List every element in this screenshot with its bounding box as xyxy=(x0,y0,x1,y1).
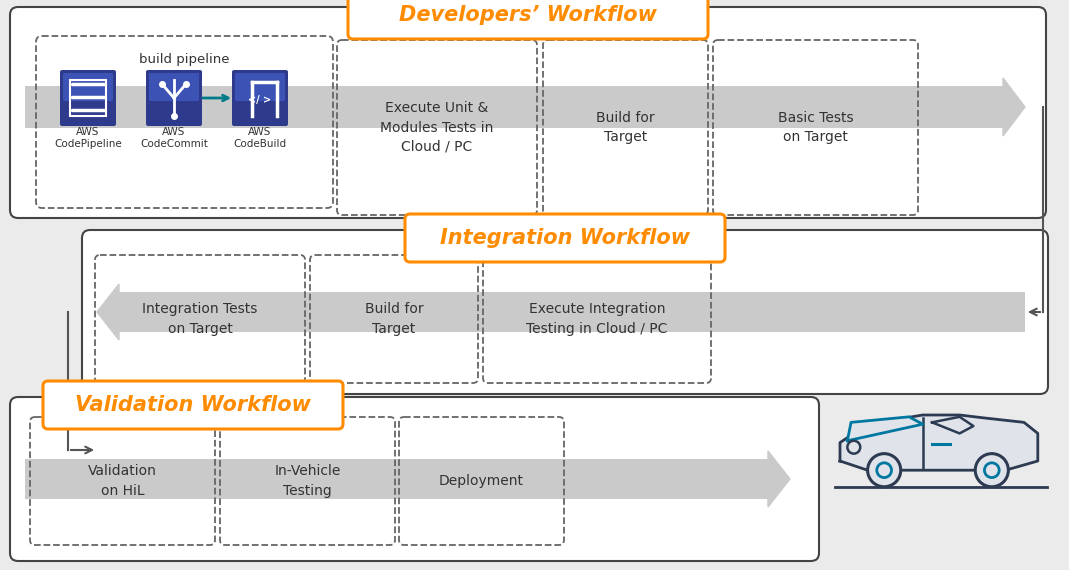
Text: Integration Workflow: Integration Workflow xyxy=(440,228,690,248)
FancyBboxPatch shape xyxy=(235,73,285,101)
Text: Integration Tests
on Target: Integration Tests on Target xyxy=(142,302,258,336)
Text: In-Vehicle
Testing: In-Vehicle Testing xyxy=(275,464,341,498)
Bar xyxy=(119,292,1025,332)
Circle shape xyxy=(975,454,1008,487)
Bar xyxy=(69,80,106,116)
Circle shape xyxy=(868,454,901,487)
Text: Build for
Target: Build for Target xyxy=(365,302,423,336)
FancyBboxPatch shape xyxy=(43,381,343,429)
Text: build pipeline: build pipeline xyxy=(139,54,230,67)
FancyBboxPatch shape xyxy=(10,397,819,561)
FancyBboxPatch shape xyxy=(348,0,708,39)
Circle shape xyxy=(848,441,861,454)
FancyBboxPatch shape xyxy=(149,73,199,101)
Text: Deployment: Deployment xyxy=(439,474,524,488)
Circle shape xyxy=(877,463,892,478)
Bar xyxy=(25,459,768,499)
Circle shape xyxy=(985,463,1000,478)
Text: AWS
CodeBuild: AWS CodeBuild xyxy=(233,127,286,149)
Text: AWS
CodePipeline: AWS CodePipeline xyxy=(55,127,122,149)
FancyBboxPatch shape xyxy=(63,73,113,101)
Text: Validation Workflow: Validation Workflow xyxy=(75,395,311,415)
Polygon shape xyxy=(97,284,119,340)
FancyBboxPatch shape xyxy=(10,7,1045,218)
Polygon shape xyxy=(1003,78,1025,136)
Polygon shape xyxy=(848,417,923,441)
Text: Validation
on HiL: Validation on HiL xyxy=(88,464,157,498)
FancyBboxPatch shape xyxy=(82,230,1048,394)
Text: Basic Tests
on Target: Basic Tests on Target xyxy=(777,111,853,144)
Polygon shape xyxy=(768,451,790,507)
Text: Developers’ Workflow: Developers’ Workflow xyxy=(399,5,657,25)
Bar xyxy=(25,86,1003,128)
Text: </ >: </ > xyxy=(248,95,272,105)
Text: AWS
CodeCommit: AWS CodeCommit xyxy=(140,127,208,149)
FancyBboxPatch shape xyxy=(146,70,202,126)
FancyBboxPatch shape xyxy=(232,70,288,126)
FancyBboxPatch shape xyxy=(60,70,117,126)
FancyBboxPatch shape xyxy=(405,214,725,262)
Polygon shape xyxy=(932,417,974,433)
Text: Execute Unit &
Modules Tests in
Cloud / PC: Execute Unit & Modules Tests in Cloud / … xyxy=(381,101,494,154)
Text: Build for
Target: Build for Target xyxy=(597,111,655,144)
Polygon shape xyxy=(840,415,1038,470)
Text: Execute Integration
Testing in Cloud / PC: Execute Integration Testing in Cloud / P… xyxy=(526,302,668,336)
